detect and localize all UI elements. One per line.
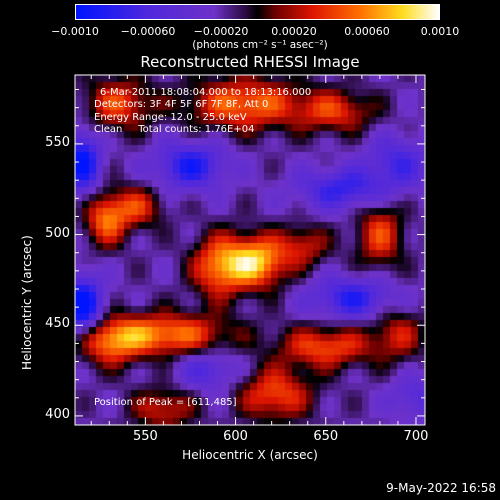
x-tick-label: 600 — [223, 429, 248, 444]
y-tick-label: 400 — [45, 406, 70, 422]
y-axis-label: Heliocentric Y (arcsec) — [20, 235, 34, 370]
x-tick-label: 650 — [313, 429, 339, 444]
annotation-time-range: 6-Mar-2011 18:08:04.000 to 18:13:16.000 — [100, 87, 312, 98]
colorbar-tick-label: −0.0010 — [51, 25, 99, 38]
x-axis-label: Heliocentric X (arcsec) — [182, 448, 318, 462]
colorbar-units: (photons cm⁻² s⁻¹ asec⁻²) — [192, 39, 328, 51]
axis-ticks — [75, 75, 425, 425]
x-tick-label: 550 — [132, 429, 158, 444]
annotation-peak-position: Position of Peak = [611,485] — [94, 397, 237, 408]
chart-title: Reconstructed RHESSI Image — [140, 53, 360, 71]
colorbar-tick-label: −0.00060 — [120, 25, 176, 38]
colorbar-tick-label: −0.00020 — [193, 25, 249, 38]
x-tick-label: 700 — [403, 429, 429, 444]
colorbar-tick-label: 0.0010 — [420, 25, 460, 38]
colorbar-tick-label: 0.00060 — [344, 25, 390, 38]
plot-frame — [74, 74, 426, 426]
annotation-energy-range: Energy Range: 12.0 - 25.0 keV — [94, 112, 247, 123]
annotation-detectors: Detectors: 3F 4F 5F 6F 7F 8F, Att 0 — [94, 99, 269, 110]
y-tick-label: 450 — [45, 316, 70, 332]
heatmap-image — [75, 75, 425, 425]
annotation-clean-counts: Clean Total counts: 1.76E+04 — [94, 124, 255, 135]
y-tick-label: 550 — [45, 134, 70, 150]
y-tick-label: 500 — [45, 225, 70, 241]
colorbar — [75, 4, 440, 20]
footer-date: 9-May-2022 16:58 — [386, 481, 496, 495]
colorbar-tick-label: 0.00020 — [271, 25, 317, 38]
